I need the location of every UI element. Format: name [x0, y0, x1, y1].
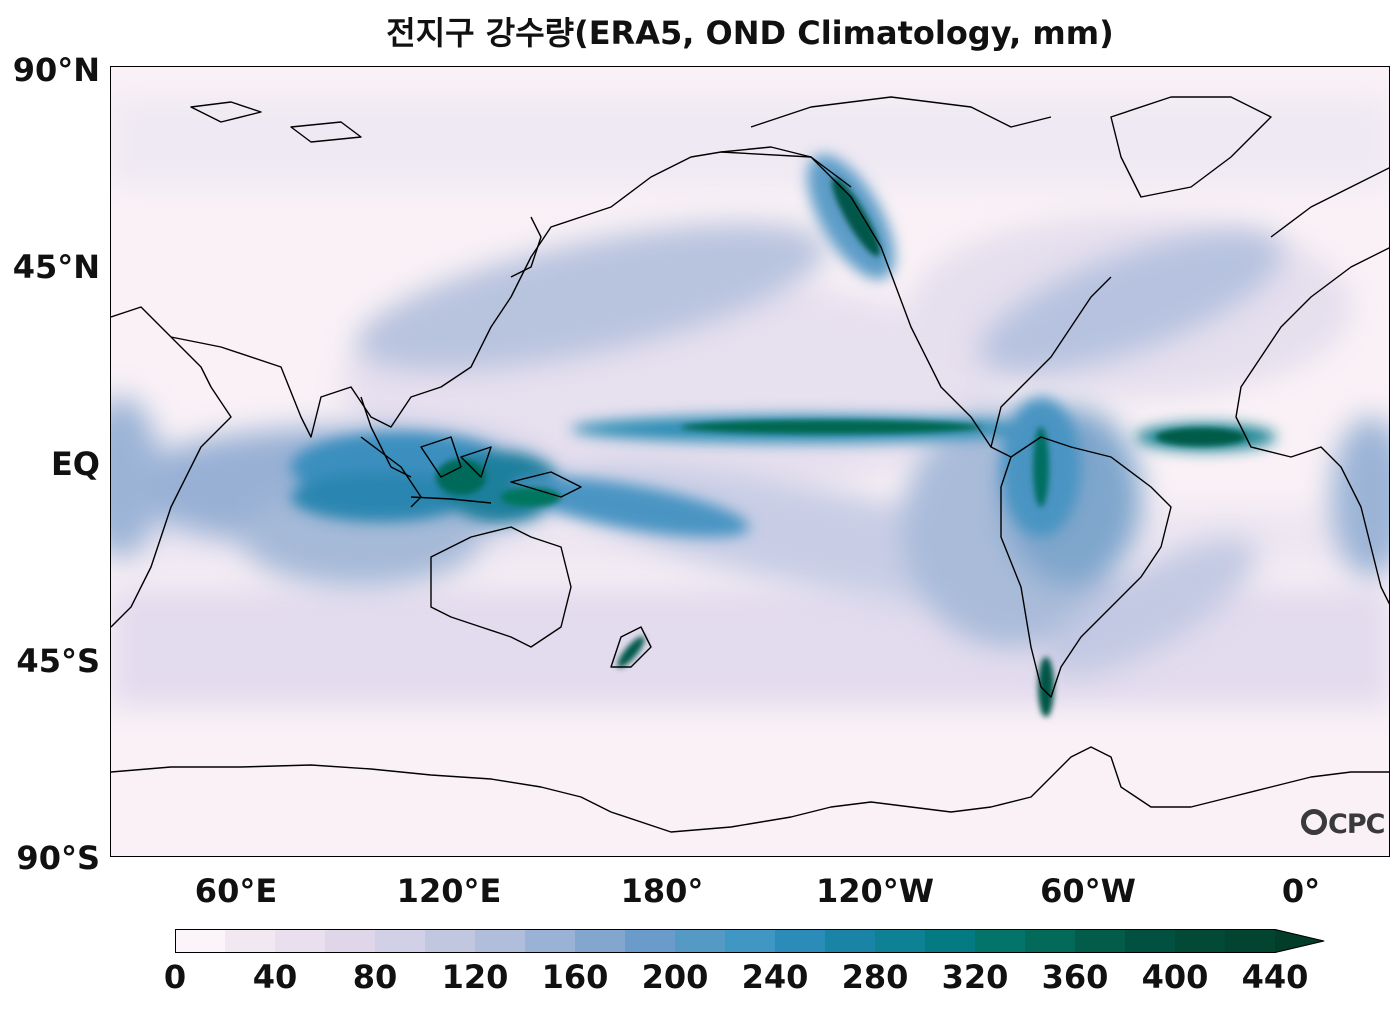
coastlines: [111, 96, 1389, 833]
lon-label-120e: 120°E: [396, 872, 502, 910]
colorbar-segment: [1225, 929, 1276, 953]
colorbar-segment: [1125, 929, 1176, 953]
precipitation-map: CPC: [110, 66, 1390, 857]
lat-label-90n: 90°N: [12, 51, 100, 89]
colorbar-segment: [725, 929, 776, 953]
cpc-logo: CPC: [1301, 809, 1385, 840]
colorbar-segment: [425, 929, 476, 953]
map-canvas: [111, 96, 1389, 833]
colorbar-tick: 400: [1141, 958, 1209, 996]
lon-label-0: 0°: [1281, 872, 1321, 910]
colorbar-segment: [875, 929, 926, 953]
colorbar-segment: [525, 929, 576, 953]
colorbar-segment: [625, 929, 676, 953]
colorbar-tick: 440: [1241, 958, 1309, 996]
lat-label-equator: EQ: [50, 445, 100, 483]
lat-label-45n: 45°N: [12, 248, 100, 286]
colorbar-tick: 320: [941, 958, 1009, 996]
colorbar-segment: [675, 929, 726, 953]
lon-label-60e: 60°E: [194, 872, 278, 910]
colorbar-segment: [475, 929, 526, 953]
colorbar-tick: 200: [641, 958, 709, 996]
colorbar-tick: 160: [541, 958, 609, 996]
cpc-logo-text: CPC: [1328, 809, 1385, 840]
lon-label-60w: 60°W: [1040, 872, 1136, 910]
colorbar-segment: [1025, 929, 1076, 953]
colorbar-tick: 240: [741, 958, 809, 996]
colorbar-segment: [975, 929, 1026, 953]
precip-extreme-cores: [436, 177, 1246, 717]
colorbar-segment: [375, 929, 426, 953]
colorbar-extend-arrow: [1275, 929, 1325, 953]
precip-moderate-field: [111, 223, 1389, 677]
colorbar-tick: 280: [841, 958, 909, 996]
lat-label-90s: 90°S: [16, 839, 100, 877]
lat-label-45s: 45°S: [16, 642, 100, 680]
map-title: 전지구 강수량(ERA5, OND Climatology, mm): [386, 14, 1114, 52]
colorbar-tick: 120: [441, 958, 509, 996]
colorbar-segment: [225, 929, 276, 953]
colorbar-tick: 80: [352, 958, 398, 996]
lon-label-180: 180°: [620, 872, 704, 910]
colorbar-tick: 0: [163, 958, 187, 996]
colorbar-segment: [575, 929, 626, 953]
colorbar-tick: 40: [252, 958, 298, 996]
colorbar-segment: [1075, 929, 1126, 953]
colorbar-segment: [925, 929, 976, 953]
colorbar-segment: [175, 929, 226, 953]
colorbar-tick: 360: [1041, 958, 1109, 996]
colorbar-segment: [325, 929, 376, 953]
colorbar-segment: [1175, 929, 1226, 953]
cpc-logo-ring: [1301, 809, 1327, 835]
colorbar-segment: [275, 929, 326, 953]
colorbar-segment: [825, 929, 876, 953]
colorbar-outline: [175, 929, 1325, 953]
lon-label-120w: 120°W: [815, 872, 935, 910]
colorbar: [175, 929, 1325, 953]
colorbar-segment: [775, 929, 826, 953]
